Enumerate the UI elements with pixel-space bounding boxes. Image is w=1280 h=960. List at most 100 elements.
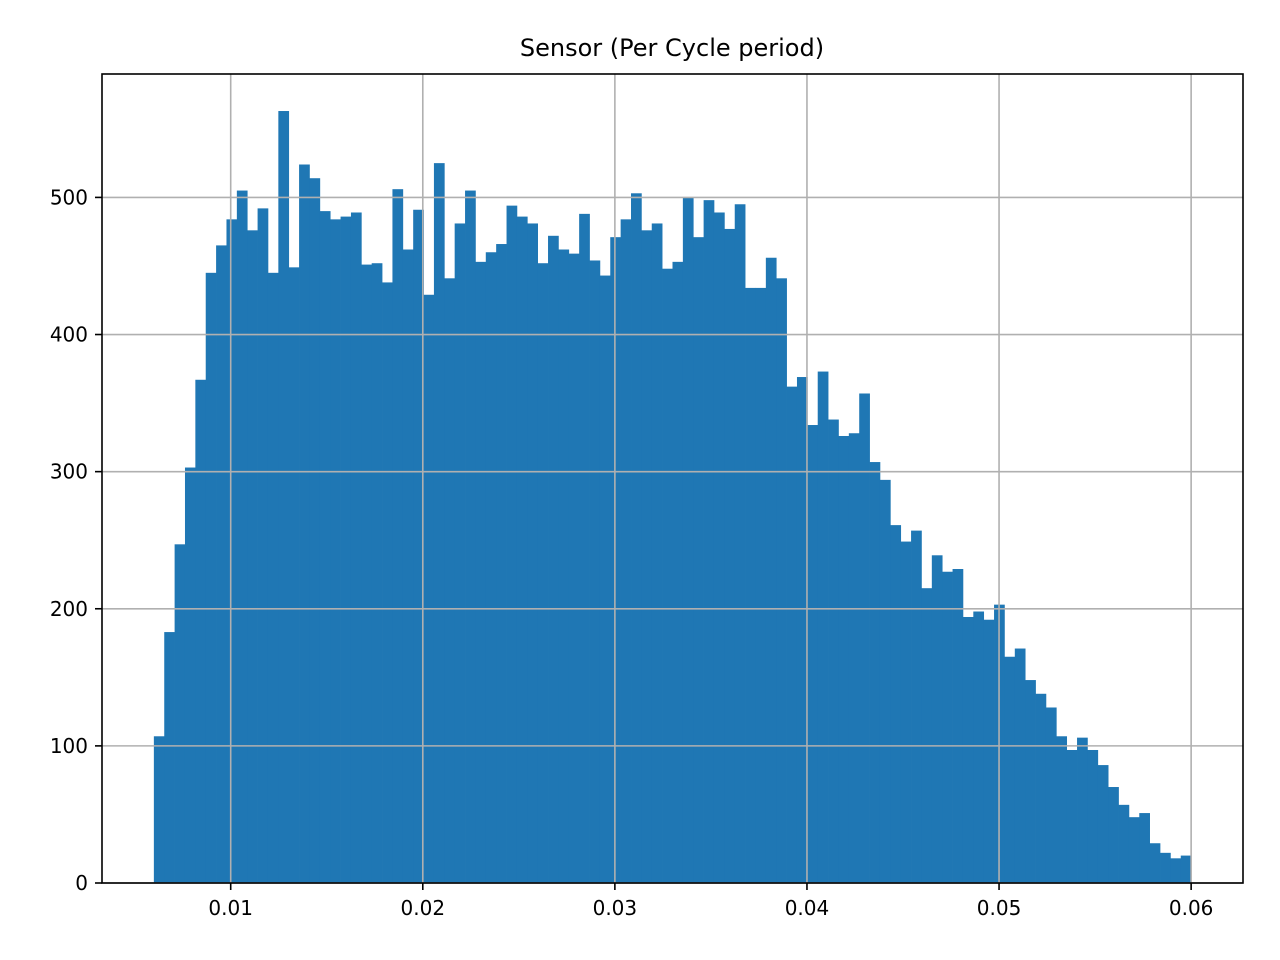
histogram-bar xyxy=(1139,813,1150,883)
histogram-bar xyxy=(662,268,673,884)
histogram-bar xyxy=(900,541,912,883)
histogram-bar xyxy=(1128,817,1140,883)
histogram-bar xyxy=(465,190,476,884)
histogram-bar xyxy=(1004,656,1016,883)
histogram-bar xyxy=(1170,858,1182,883)
histogram-bar xyxy=(631,193,642,884)
x-tick-label: 0.06 xyxy=(1169,896,1214,920)
histogram-bar xyxy=(330,219,341,884)
x-tick-label: 0.01 xyxy=(208,896,253,920)
histogram-bar xyxy=(879,479,891,883)
histogram-bar xyxy=(745,287,756,883)
histogram-bar xyxy=(485,252,497,883)
histogram-bar xyxy=(257,208,269,883)
histogram-bar xyxy=(589,260,601,884)
histogram-bar xyxy=(444,278,456,883)
histogram-bar xyxy=(1180,855,1192,883)
histogram-bar xyxy=(734,204,746,883)
histogram-bar xyxy=(817,371,829,883)
histogram-bar xyxy=(319,211,331,883)
histogram-bar xyxy=(309,178,321,883)
histogram-bar xyxy=(423,294,435,883)
histogram-bar xyxy=(195,379,207,883)
x-tick-label: 0.05 xyxy=(977,896,1022,920)
histogram-bar xyxy=(371,263,383,884)
histogram-bar xyxy=(516,216,528,884)
histogram-bar xyxy=(765,257,777,883)
histogram-bar xyxy=(682,197,694,883)
histogram-bar xyxy=(786,386,798,883)
histogram-bar xyxy=(527,223,538,883)
histogram-bar xyxy=(205,272,217,883)
histogram-bar xyxy=(1056,736,1068,883)
y-tick-label: 100 xyxy=(50,734,88,758)
x-tick-label: 0.04 xyxy=(785,896,830,920)
histogram-bar xyxy=(1108,787,1119,883)
x-tick-label: 0.02 xyxy=(401,896,446,920)
histogram-bar xyxy=(962,616,974,883)
histogram-bar xyxy=(828,419,839,883)
histogram-bar xyxy=(859,393,870,883)
histogram-bar xyxy=(153,736,165,883)
histogram-bar xyxy=(1025,680,1036,883)
histogram-bar xyxy=(1160,852,1171,883)
histogram-bar xyxy=(890,525,902,883)
histogram-bar xyxy=(921,588,933,883)
chart-title: Sensor (Per Cycle period) xyxy=(520,34,824,62)
histogram-bar xyxy=(226,219,238,884)
histogram-bar xyxy=(1066,749,1078,883)
histogram-bar xyxy=(278,111,290,883)
histogram-bar xyxy=(1087,749,1099,883)
histogram-bar xyxy=(911,530,922,883)
histogram-bar xyxy=(288,267,300,884)
y-tick-label: 200 xyxy=(50,597,88,621)
bars-layer xyxy=(153,111,1192,884)
histogram-bar xyxy=(796,377,808,883)
histogram-bar xyxy=(392,189,404,883)
histogram-bar xyxy=(1045,707,1057,883)
histogram-bar xyxy=(382,282,393,883)
histogram-bar xyxy=(1035,693,1047,883)
histogram-bar xyxy=(433,163,445,883)
histogram-bar xyxy=(413,209,424,883)
histogram-bar xyxy=(340,216,352,884)
histogram-bar xyxy=(267,272,279,883)
histogram-bar xyxy=(350,212,362,884)
histogram-bar xyxy=(174,544,186,883)
histogram-bar xyxy=(568,253,580,883)
histogram-bar xyxy=(506,205,518,883)
histogram-bar xyxy=(548,235,559,884)
histogram-bar xyxy=(983,619,995,883)
histogram-bar xyxy=(942,571,953,883)
axes-layer xyxy=(101,73,1244,884)
histogram-bar xyxy=(361,264,373,884)
histogram-bar xyxy=(713,212,725,884)
histogram-bar xyxy=(164,632,175,883)
histogram-bar xyxy=(475,261,487,884)
histogram-bar xyxy=(952,569,964,883)
histogram-bar xyxy=(869,462,881,883)
histogram-bar xyxy=(1097,765,1109,883)
histogram-bar xyxy=(496,244,507,883)
histogram-bar xyxy=(1077,737,1088,883)
histogram-bar xyxy=(247,230,258,883)
histogram-bar xyxy=(236,190,248,884)
histogram-bar xyxy=(693,237,704,884)
histogram-bar xyxy=(1149,843,1161,883)
histogram-bar xyxy=(1014,648,1026,883)
histogram-bar xyxy=(620,219,632,884)
histogram-bar xyxy=(537,263,549,884)
histogram-bar xyxy=(848,433,860,883)
histogram-bar xyxy=(402,249,414,883)
histogram-bar xyxy=(184,467,196,883)
y-tick-label: 500 xyxy=(50,185,88,209)
histogram-bar xyxy=(672,261,684,884)
histogram-bar xyxy=(838,435,850,883)
histogram-bar xyxy=(299,164,310,883)
y-tick-label: 400 xyxy=(50,323,88,347)
y-tick-label: 300 xyxy=(50,460,88,484)
ticks-layer: 0.01 0.02 0.03 0.04 0.05 0.06 0 100 200 300 400 500 xyxy=(50,185,1214,920)
histogram-bar xyxy=(807,425,819,883)
grid-layer xyxy=(102,74,1243,884)
